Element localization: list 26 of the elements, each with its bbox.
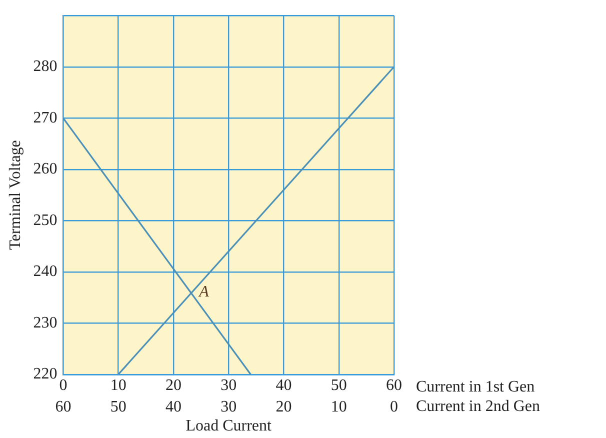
x2-tick-label: 0 <box>390 398 398 416</box>
text: Current in 1st Gen <box>416 378 535 396</box>
y-tick-label: 250 <box>33 212 58 229</box>
x-tick-label: 50 <box>330 377 347 394</box>
x-axis-title: Load Current <box>186 418 272 435</box>
x-tick-label: 20 <box>165 377 182 394</box>
x-tick-label: 30 <box>220 377 237 394</box>
x-tick-label: 40 <box>276 377 292 394</box>
y-tick-label: 270 <box>33 109 58 126</box>
y-tick-label: 220 <box>33 366 58 383</box>
annotation: A <box>198 284 210 301</box>
x2-tick-label: 20 <box>276 398 292 416</box>
x-tick-label: 10 <box>110 377 126 394</box>
y-tick-label: 240 <box>33 263 58 280</box>
y-axis-title: Terminal Voltage <box>6 140 24 250</box>
x2-tick-label: 40 <box>165 398 182 416</box>
y-tick-label: 230 <box>33 314 58 332</box>
x2-tick-label: 60 <box>55 398 72 416</box>
x2-tick-label: 30 <box>220 398 237 416</box>
text: Current in 2nd Gen <box>416 398 540 415</box>
x2-tick-label: 10 <box>330 398 347 416</box>
x2-tick-label: 50 <box>110 398 126 416</box>
y-tick-label: 260 <box>33 160 58 178</box>
x-tick-label: 0 <box>59 377 68 394</box>
y-tick-label: 280 <box>33 58 58 76</box>
x-tick-label: 60 <box>386 377 402 394</box>
